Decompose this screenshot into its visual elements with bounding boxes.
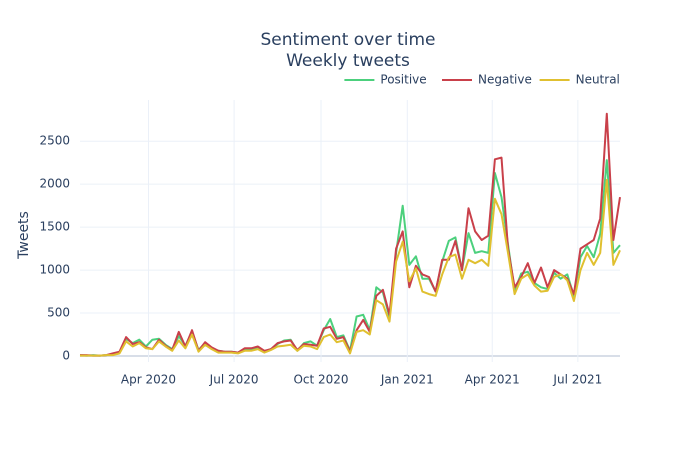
y-tick-label: 500 bbox=[47, 306, 70, 320]
chart-subtitle: Weekly tweets bbox=[286, 51, 410, 71]
y-axis-title: Tweets bbox=[16, 211, 32, 260]
y-tick-label: 1000 bbox=[39, 263, 70, 277]
legend-label: Positive bbox=[380, 73, 426, 87]
x-tick-label: Oct 2020 bbox=[293, 373, 348, 387]
legend-label: Negative bbox=[478, 73, 532, 87]
x-tick-label: Jan 2021 bbox=[380, 373, 434, 387]
y-tick-label: 0 bbox=[62, 348, 70, 362]
x-tick-label: Jul 2020 bbox=[209, 373, 259, 387]
line-series bbox=[80, 178, 621, 357]
y-tick-label: 2000 bbox=[39, 177, 70, 191]
y-tick-label: 1500 bbox=[39, 220, 70, 234]
legend-label: Neutral bbox=[576, 73, 620, 87]
x-tick-label: Apr 2021 bbox=[465, 373, 520, 387]
x-tick-label: Apr 2020 bbox=[121, 373, 176, 387]
x-tick-label: Jul 2021 bbox=[552, 373, 602, 387]
line-series bbox=[80, 112, 621, 357]
y-tick-label: 2500 bbox=[39, 134, 70, 148]
line-series bbox=[79, 159, 621, 357]
chart-title: Sentiment over time bbox=[261, 30, 436, 50]
